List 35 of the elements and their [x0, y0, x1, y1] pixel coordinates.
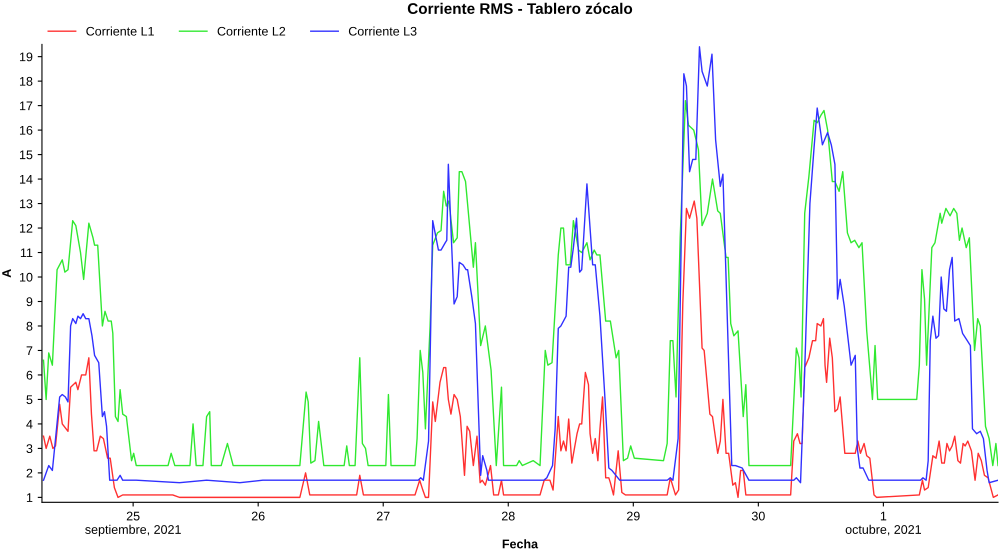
line-series	[42, 100, 998, 466]
y-tick-label: 10	[20, 272, 32, 282]
y-tick-label: 11	[20, 248, 32, 258]
chart-title: Corriente RMS - Tablero zócalo	[408, 2, 632, 14]
y-tick-label: 7	[26, 346, 32, 355]
y-tick-label: 13	[20, 199, 32, 208]
y-tick-label: 2	[26, 468, 32, 478]
y-tick-label: 5	[26, 395, 32, 404]
y-tick-label: 4	[26, 420, 33, 428]
y-tick-label: 17	[20, 102, 32, 110]
y-tick-label: 6	[26, 370, 32, 380]
x-tick-label: 27	[376, 512, 390, 520]
legend-label: Corriente L2	[218, 26, 286, 36]
x-tick-label: 28	[502, 512, 515, 520]
y-tick-label: 3	[26, 444, 32, 454]
y-tick-label: 19	[20, 52, 32, 62]
y-tick-label: 15	[20, 150, 32, 160]
line-series	[42, 200, 998, 498]
x-axis-title: Fecha	[502, 539, 538, 548]
x-tick-label: 26	[252, 512, 265, 520]
x-tick-label: 1 octubre, 2021	[846, 512, 921, 536]
x-tick-label: 30	[752, 512, 765, 520]
x-tick-label: 25 septiembre, 2021	[85, 512, 181, 536]
y-tick-label: 8	[26, 322, 32, 331]
legend-label: Corriente L1	[86, 26, 154, 36]
line-series	[42, 46, 998, 484]
legend-label: Corriente L3	[348, 26, 417, 36]
y-tick-label: 12	[20, 224, 32, 233]
y-tick-label: 14	[20, 175, 33, 184]
x-tick-label: 29	[626, 512, 640, 520]
y-tick-label: 1	[26, 493, 32, 502]
y-tick-label: 18	[20, 76, 32, 86]
y-axis-title: A	[2, 269, 11, 278]
y-tick-label: 16	[20, 126, 32, 135]
y-tick-label: 9	[26, 297, 32, 306]
